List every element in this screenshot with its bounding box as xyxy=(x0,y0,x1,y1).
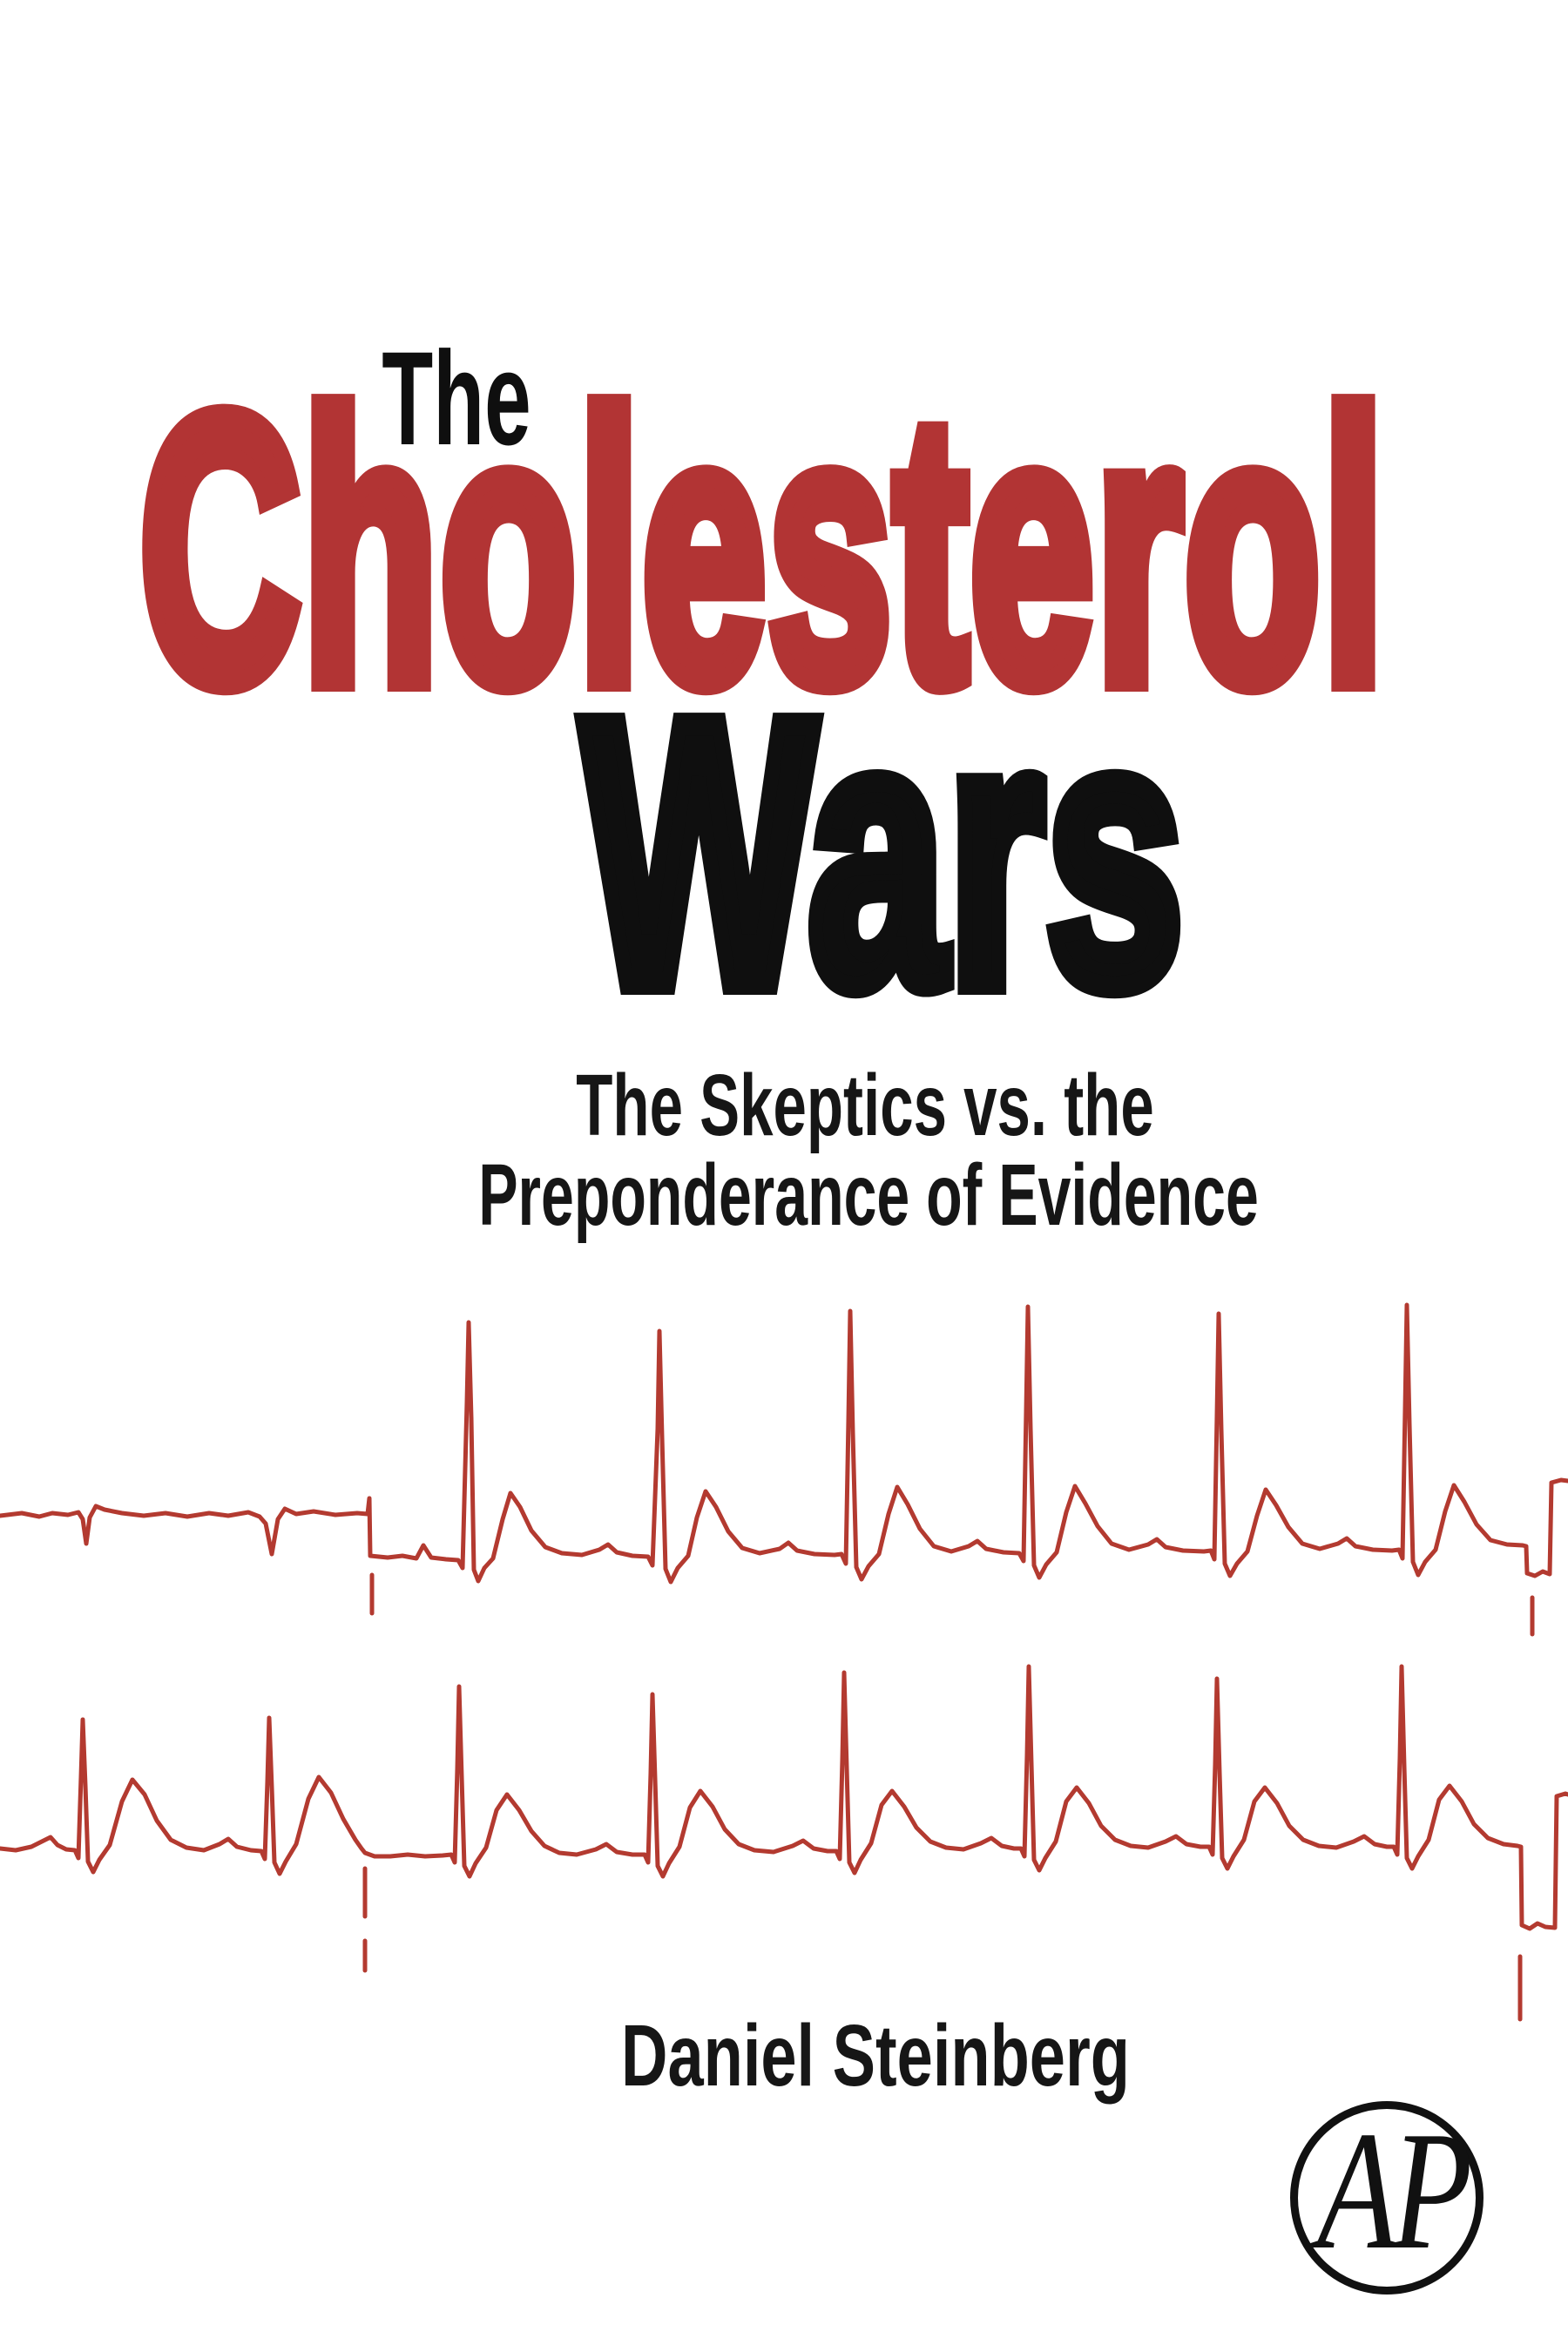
title-secondary: Wars xyxy=(575,642,1190,1064)
ekg-trace-2 xyxy=(0,1664,1568,1931)
ekg-trace-1 xyxy=(0,1302,1568,1585)
publisher-logo: AP xyxy=(1290,2101,1484,2295)
subtitle-line-1: The Skeptics vs. the xyxy=(576,1057,1154,1154)
author-name: Daniel Steinberg xyxy=(621,2007,1130,2105)
title-prefix: The xyxy=(382,324,531,473)
title-main: Cholesterol xyxy=(133,337,1391,761)
subtitle-line-2: Preponderance of Evidence xyxy=(478,1146,1259,1244)
publisher-logo-ap-monogram: AP xyxy=(1316,2096,1472,2285)
